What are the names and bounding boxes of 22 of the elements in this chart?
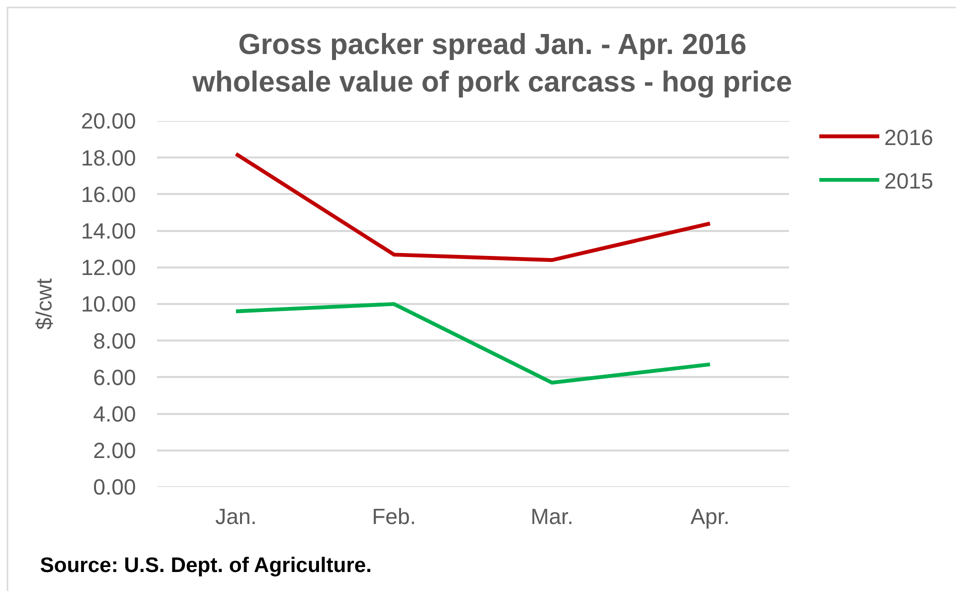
- y-tick-label: 18.00: [80, 145, 136, 170]
- source-note: Source: U.S. Dept. of Agriculture.: [40, 554, 372, 577]
- line-series: [234, 152, 712, 262]
- y-tick-label: 10.00: [80, 292, 136, 317]
- legend-label: 2015: [884, 168, 934, 194]
- y-tick-label: 14.00: [80, 218, 136, 244]
- y-tick-label: 8.00: [93, 328, 136, 354]
- y-tick-label: 20.00: [80, 108, 136, 134]
- y-tick-label: 0.00: [93, 474, 136, 500]
- y-tick-label: 6.00: [93, 364, 136, 390]
- x-tick-label: Feb.: [372, 504, 416, 529]
- y-tick-label: 16.00: [80, 182, 136, 207]
- y-tick-label: 2.00: [93, 438, 136, 464]
- line-series: [234, 302, 712, 385]
- y-tick-label: 12.00: [80, 255, 136, 280]
- x-tick-label: Mar.: [530, 504, 574, 529]
- y-tick-label: 4.00: [93, 402, 136, 426]
- y-axis-title: $/cwt: [32, 278, 57, 330]
- x-tick-label: Jan.: [215, 504, 257, 529]
- legend-label: 2016: [884, 124, 934, 150]
- chart-title: Gross packer spread Jan. - Apr. 2016 wholesale value of pork carcass - hog price: [192, 29, 792, 99]
- x-tick-label: Apr.: [690, 504, 730, 529]
